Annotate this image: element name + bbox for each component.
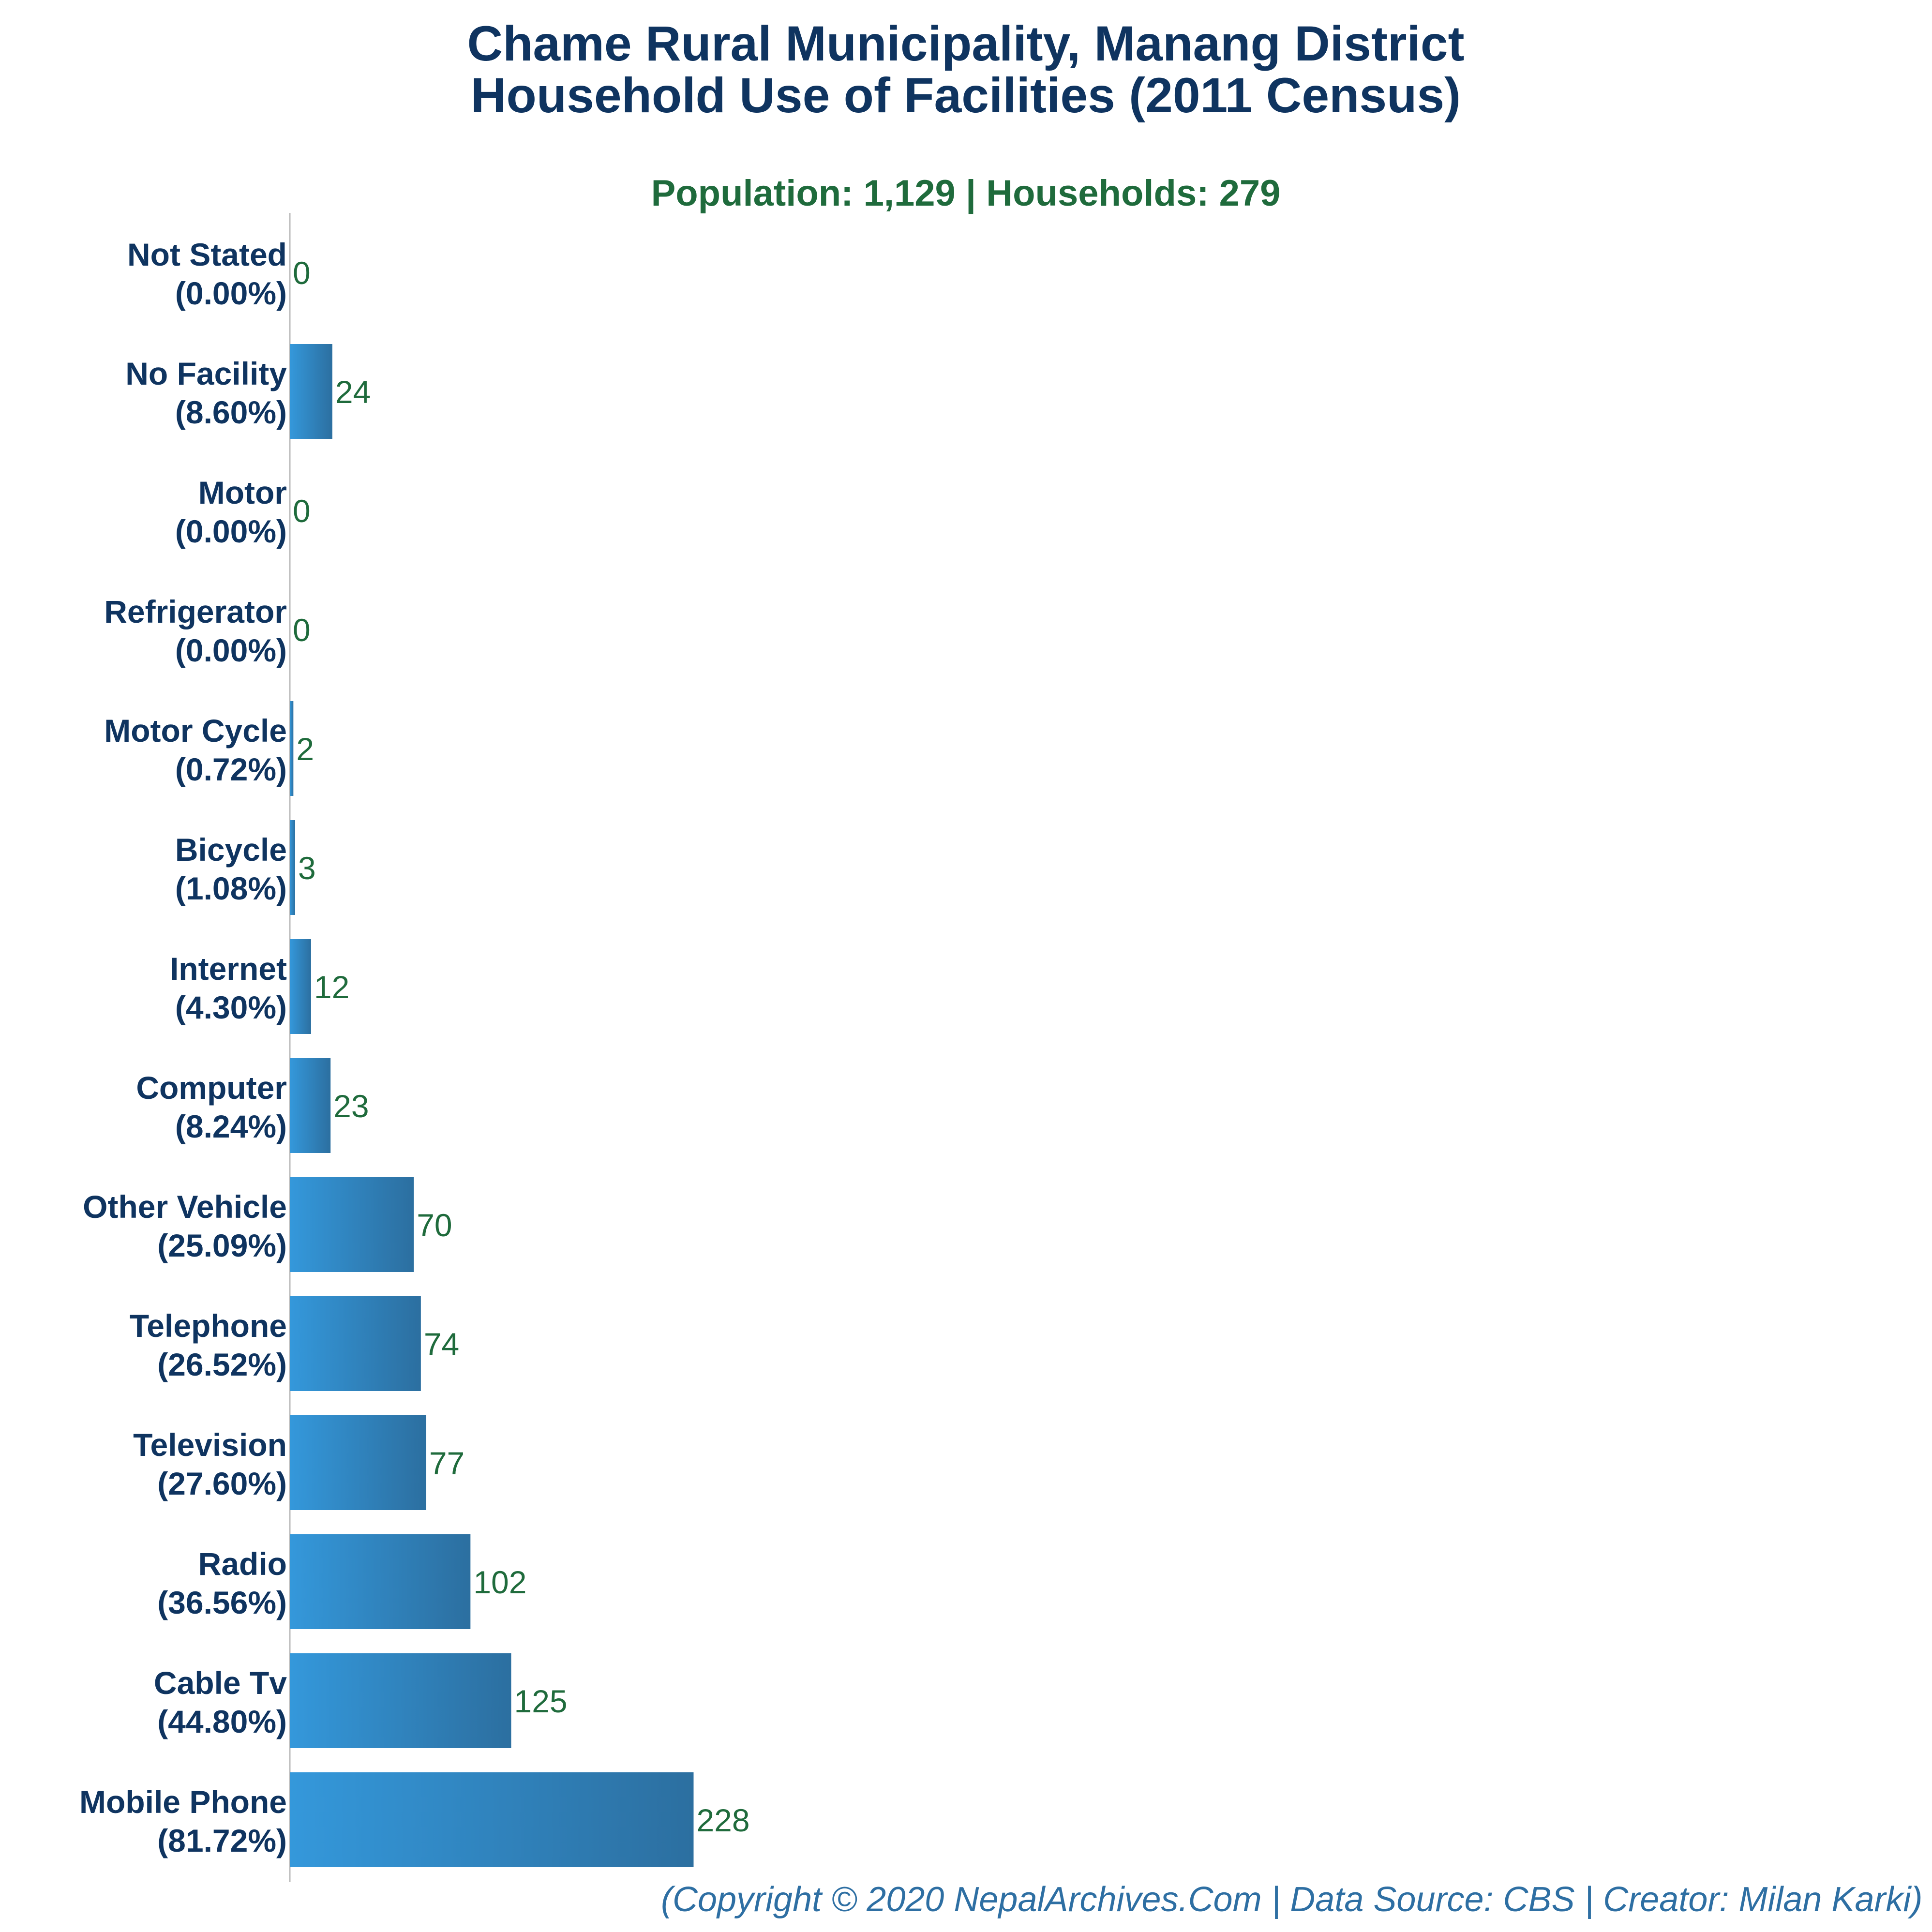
bar-computer: [290, 1058, 331, 1153]
bar-telephone: [290, 1296, 421, 1391]
category-label: Mobile Phone: [79, 1784, 287, 1820]
category-percent-label: (81.72%): [157, 1823, 287, 1858]
value-label: 70: [417, 1207, 452, 1243]
category-percent-label: (8.60%): [175, 394, 287, 430]
bar-motor-cycle: [290, 701, 294, 796]
category-percent-label: (8.24%): [175, 1108, 287, 1144]
category-percent-label: (36.56%): [157, 1585, 287, 1620]
category-label: Other Vehicle: [83, 1189, 287, 1225]
value-label: 23: [333, 1088, 369, 1124]
category-label: Motor Cycle: [104, 713, 287, 749]
bar-mobile-phone: [290, 1772, 694, 1867]
category-label: Internet: [170, 951, 287, 987]
value-label: 102: [473, 1564, 526, 1600]
bar-radio: [290, 1534, 471, 1629]
category-percent-label: (27.60%): [157, 1466, 287, 1501]
category-label: Cable Tv: [154, 1665, 287, 1701]
chart-title-line-1: Chame Rural Municipality, Manang Distric…: [467, 16, 1464, 71]
chart-title-line-2: Household Use of Facilities (2011 Census…: [471, 68, 1461, 123]
category-label: Television: [133, 1427, 287, 1463]
category-label: Not Stated: [127, 237, 287, 272]
value-label: 0: [293, 255, 311, 291]
value-label: 77: [429, 1445, 464, 1481]
category-percent-label: (4.30%): [175, 989, 287, 1025]
value-label: 228: [696, 1802, 749, 1838]
category-percent-label: (26.52%): [157, 1347, 287, 1382]
category-label: Motor: [198, 475, 287, 510]
category-percent-label: (0.00%): [175, 513, 287, 549]
chart-subtitle: Population: 1,129 | Households: 279: [651, 173, 1281, 214]
bar-television: [290, 1415, 426, 1510]
category-label: Refrigerator: [104, 594, 287, 629]
category-percent-label: (0.00%): [175, 632, 287, 668]
chart-footer: (Copyright © 2020 NepalArchives.Com | Da…: [661, 1880, 1922, 1919]
value-label: 74: [424, 1326, 459, 1362]
category-label: No Facility: [125, 356, 287, 391]
category-percent-label: (0.00%): [175, 275, 287, 311]
value-label: 0: [293, 493, 311, 529]
bars-group: Not Stated(0.00%)0No Facility(8.60%)24Mo…: [79, 237, 750, 1867]
category-label: Computer: [136, 1070, 287, 1106]
category-percent-label: (44.80%): [157, 1704, 287, 1739]
bar-other-vehicle: [290, 1177, 414, 1272]
category-percent-label: (1.08%): [175, 870, 287, 906]
category-percent-label: (0.72%): [175, 751, 287, 787]
value-label: 12: [314, 969, 349, 1005]
category-label: Bicycle: [175, 832, 287, 868]
bar-no-facility: [290, 344, 332, 439]
category-percent-label: (25.09%): [157, 1228, 287, 1263]
value-label: 0: [293, 612, 311, 648]
category-label: Telephone: [130, 1308, 287, 1344]
bar-internet: [290, 939, 311, 1034]
value-label: 2: [296, 731, 314, 767]
value-label: 3: [298, 850, 316, 886]
bar-bicycle: [290, 820, 295, 915]
value-label: 125: [514, 1683, 568, 1719]
category-label: Radio: [198, 1546, 287, 1582]
value-label: 24: [335, 374, 371, 410]
bar-cable-tv: [290, 1653, 511, 1748]
